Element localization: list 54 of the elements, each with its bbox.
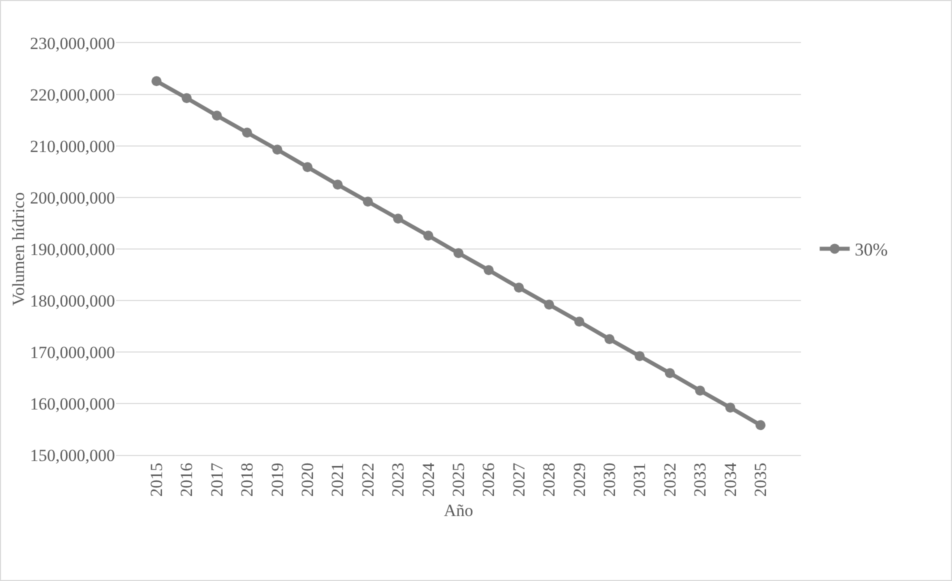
- point: [393, 214, 404, 224]
- point: [604, 334, 614, 344]
- y-tick-label: 210,000,000: [30, 136, 115, 156]
- point: [362, 196, 373, 207]
- point: [725, 402, 736, 413]
- x-tick-label: 2018: [238, 462, 257, 497]
- point: [664, 368, 675, 378]
- x-tick-label: 2015: [147, 462, 166, 497]
- x-tick-label: 2029: [570, 462, 589, 497]
- point: [302, 162, 312, 172]
- point: [695, 386, 706, 396]
- x-tick-label: 2021: [328, 462, 348, 497]
- point: [574, 316, 584, 327]
- point: [212, 110, 222, 121]
- x-tick-label: 2016: [177, 462, 196, 497]
- y-tick-label: 200,000,000: [30, 188, 115, 208]
- x-tick-label: 2030: [600, 462, 620, 497]
- x-tick-label: 2031: [630, 462, 650, 497]
- x-tick-label: 2023: [388, 462, 408, 497]
- x-tick-label: 2034: [720, 462, 740, 497]
- x-tick-label: 2025: [449, 462, 468, 497]
- point: [242, 128, 252, 138]
- point: [152, 76, 162, 86]
- y-axis-title: Volumen hídrico: [9, 192, 28, 306]
- x-tick-label: 2027: [509, 462, 528, 497]
- x-tick-label: 2019: [268, 462, 287, 497]
- point: [756, 420, 766, 430]
- point: [332, 180, 343, 190]
- point: [484, 265, 494, 276]
- x-tick-label: 2028: [540, 462, 559, 497]
- x-tick-label: 2020: [298, 462, 318, 497]
- y-tick-label: 150,000,000: [30, 446, 115, 465]
- point: [514, 282, 524, 293]
- point: [454, 248, 464, 258]
- point: [423, 230, 434, 241]
- point: [634, 351, 645, 362]
- x-axis-title: Año: [444, 501, 474, 520]
- x-tick-label: 2022: [358, 462, 378, 497]
- y-tick-label: 160,000,000: [30, 394, 115, 414]
- y-tick-label: 220,000,000: [30, 85, 115, 104]
- y-tick-label: 190,000,000: [30, 240, 115, 259]
- y-tick-label: 230,000,000: [30, 34, 115, 53]
- point: [182, 93, 192, 104]
- x-tick-label: 2024: [418, 462, 438, 497]
- y-tick-label: 170,000,000: [30, 342, 115, 362]
- x-tick-label: 2032: [660, 462, 680, 497]
- point: [544, 300, 554, 310]
- point: [272, 144, 282, 155]
- y-tick-label: 180,000,000: [30, 291, 115, 310]
- legend-label: 30%: [854, 240, 888, 260]
- x-tick-label: 2017: [207, 462, 226, 497]
- x-tick-label: 2026: [479, 462, 498, 497]
- x-tick-label: 2035: [751, 462, 770, 497]
- x-tick-label: 2033: [690, 462, 710, 497]
